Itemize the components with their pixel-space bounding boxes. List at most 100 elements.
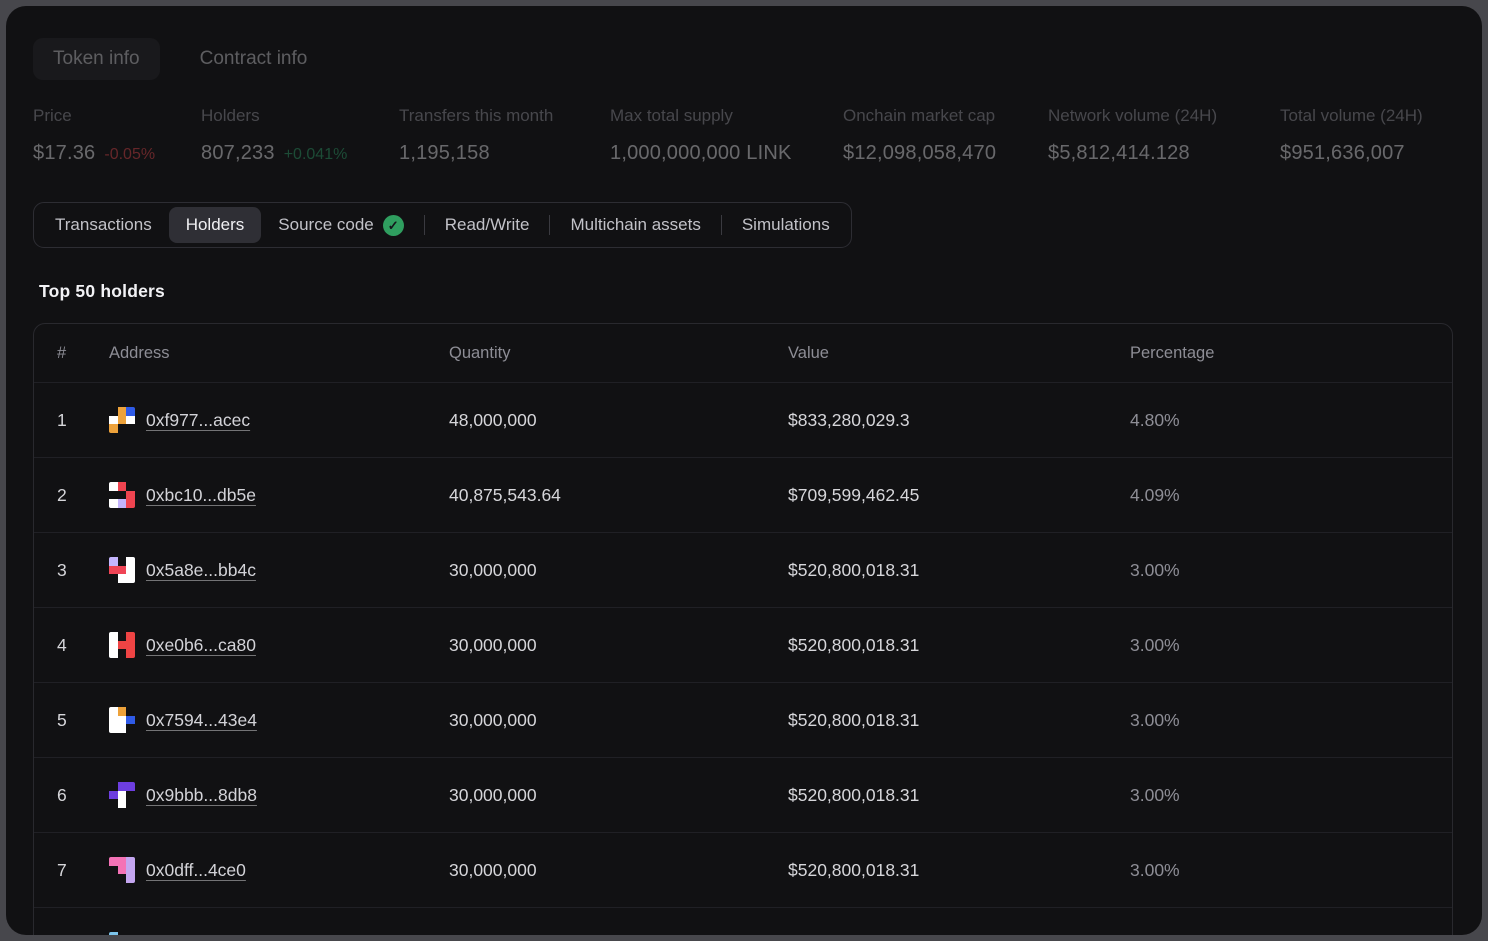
page-title: Top 50 holders xyxy=(39,281,165,301)
stat-value: 807,233 xyxy=(201,142,275,164)
quantity-cell: 30,000,000 xyxy=(449,709,537,730)
address-cell: 0x0dff...4ce0 xyxy=(109,857,449,883)
address-link[interactable]: 0x0dff...4ce0 xyxy=(146,859,246,880)
table-row: 1 0xf977...acec 48,000,000 $833,280,029.3 4.… xyxy=(34,382,1452,457)
rank-cell: 2 xyxy=(57,484,67,505)
tab-multichain-assets[interactable]: Multichain assets xyxy=(553,207,717,243)
address-cell xyxy=(109,932,449,935)
column-header-value: Value xyxy=(788,343,829,362)
address-identicon xyxy=(109,482,135,508)
tab-label: Holders xyxy=(185,215,245,234)
value-cell: $520,800,018.31 xyxy=(788,859,920,880)
stat-value: $951,636,007 xyxy=(1280,142,1405,164)
address-link[interactable]: 0xbc10...db5e xyxy=(146,484,256,505)
table-row: 6 0x9bbb...8db8 30,000,000 $520,800,018.31 3… xyxy=(34,757,1452,832)
column-header-: # xyxy=(57,343,67,362)
quantity-cell: 30,000,000 xyxy=(449,634,537,655)
tab-divider xyxy=(720,215,722,235)
value-cell: $709,599,462.45 xyxy=(788,484,920,505)
column-header-percentage: Percentage xyxy=(1130,343,1215,362)
table-row: 5 0x7594...43e4 30,000,000 $520,800,018.31 3… xyxy=(34,682,1452,757)
percentage-cell: 4.09% xyxy=(1130,484,1180,505)
value-cell: $520,800,018.31 xyxy=(788,559,920,580)
address-cell: 0xf977...acec xyxy=(109,407,449,433)
stat-total-volume-24h: Total volume (24H) $951,636,007 xyxy=(1280,106,1423,165)
column-header-address: Address xyxy=(109,343,170,362)
percentage-cell: 3.00% xyxy=(1130,559,1180,580)
tab-simulations[interactable]: Simulations xyxy=(725,207,847,243)
tab-divider xyxy=(423,215,425,235)
rank-cell: 6 xyxy=(57,784,67,805)
stat-max-total-supply: Max total supply 1,000,000,000 LINK xyxy=(610,106,843,165)
tab-label: Read/Write xyxy=(444,215,530,234)
address-identicon xyxy=(109,407,135,433)
stat-delta: -0.05% xyxy=(104,146,156,163)
tab-label: Source code xyxy=(278,215,374,234)
stat-price: Price $17.36 -0.05% xyxy=(33,106,201,165)
address-cell: 0x5a8e...bb4c xyxy=(109,557,449,583)
table-row: 7 0x0dff...4ce0 30,000,000 $520,800,018.31 3… xyxy=(34,832,1452,907)
stat-label: Network volume (24H) xyxy=(1048,106,1218,125)
percentage-cell: 4.80% xyxy=(1130,409,1180,430)
stat-delta: +0.041% xyxy=(283,146,348,163)
stat-value: $17.36 xyxy=(33,142,96,164)
stat-label: Transfers this month xyxy=(399,106,554,125)
address-link[interactable]: 0x7594...43e4 xyxy=(146,709,257,730)
tab-read-write[interactable]: Read/Write xyxy=(428,207,547,243)
percentage-cell: 3.00% xyxy=(1130,634,1180,655)
tab-holders[interactable]: Holders xyxy=(168,207,262,243)
quantity-cell: 30,000,000 xyxy=(449,559,537,580)
rank-cell: 3 xyxy=(57,559,67,580)
rank-cell: 7 xyxy=(57,859,67,880)
tab-contract-info[interactable]: Contract info xyxy=(199,48,308,69)
tab-label: Multichain assets xyxy=(570,215,701,234)
tab-divider xyxy=(549,215,551,235)
holders-table: # Address Quantity Value Percentage 1 0xf977.… xyxy=(33,323,1453,935)
address-identicon xyxy=(109,782,135,808)
token-card: Token info Contract info Price $17.36 -0.0… xyxy=(6,6,1482,935)
value-cell: $833,280,029.3 xyxy=(788,409,910,430)
percentage-cell: 3.00% xyxy=(1130,784,1180,805)
stat-label: Max total supply xyxy=(610,106,733,125)
address-link[interactable]: 0x5a8e...bb4c xyxy=(146,559,256,580)
address-identicon xyxy=(109,857,135,883)
stat-transfers-this-month: Transfers this month 1,195,158 xyxy=(399,106,610,165)
tab-token-info[interactable]: Token info xyxy=(33,38,160,80)
address-identicon xyxy=(109,707,135,733)
token-stats-row: Price $17.36 -0.05% Holders 807,233 +0.041% Tr… xyxy=(33,106,1462,165)
address-link[interactable]: 0x9bbb...8db8 xyxy=(146,784,257,805)
stat-value: 1,195,158 xyxy=(399,142,490,164)
tab-label: Transactions xyxy=(55,215,152,234)
rank-cell: 1 xyxy=(57,409,67,430)
address-cell: 0x9bbb...8db8 xyxy=(109,782,449,808)
address-identicon xyxy=(109,932,135,935)
quantity-cell: 48,000,000 xyxy=(449,409,537,430)
quantity-cell: 30,000,000 xyxy=(449,784,537,805)
stat-value: 1,000,000,000 LINK xyxy=(610,142,792,164)
stat-network-volume-24h: Network volume (24H) $5,812,414.128 xyxy=(1048,106,1280,165)
address-identicon xyxy=(109,632,135,658)
section-tabbar: Transactions Holders Source code ✓ Read/Writ… xyxy=(33,202,852,248)
column-header-quantity: Quantity xyxy=(449,343,511,362)
value-cell: $520,800,018.31 xyxy=(788,634,920,655)
address-link[interactable]: 0xe0b6...ca80 xyxy=(146,634,256,655)
address-cell: 0xe0b6...ca80 xyxy=(109,632,449,658)
address-identicon xyxy=(109,557,135,583)
rank-cell: 4 xyxy=(57,634,67,655)
stat-value: $12,098,058,470 xyxy=(843,142,997,164)
rank-cell: 5 xyxy=(57,709,67,730)
percentage-cell: 3.00% xyxy=(1130,859,1180,880)
table-row: 3 0x5a8e...bb4c 30,000,000 $520,800,018.31 3… xyxy=(34,532,1452,607)
tab-transactions[interactable]: Transactions xyxy=(38,207,169,243)
verified-check-icon: ✓ xyxy=(382,214,404,236)
stat-value: $5,812,414.128 xyxy=(1048,142,1190,164)
stat-label: Onchain market cap xyxy=(843,106,996,125)
quantity-cell: 30,000,000 xyxy=(449,859,537,880)
tab-label: Simulations xyxy=(741,215,830,234)
address-link[interactable]: 0xf977...acec xyxy=(146,409,251,430)
value-cell: $520,800,018.31 xyxy=(788,709,920,730)
tab-source-code[interactable]: Source code ✓ xyxy=(261,207,420,244)
stat-onchain-market-cap: Onchain market cap $12,098,058,470 xyxy=(843,106,1048,165)
stat-holders: Holders 807,233 +0.041% xyxy=(201,106,399,165)
address-cell: 0x7594...43e4 xyxy=(109,707,449,733)
